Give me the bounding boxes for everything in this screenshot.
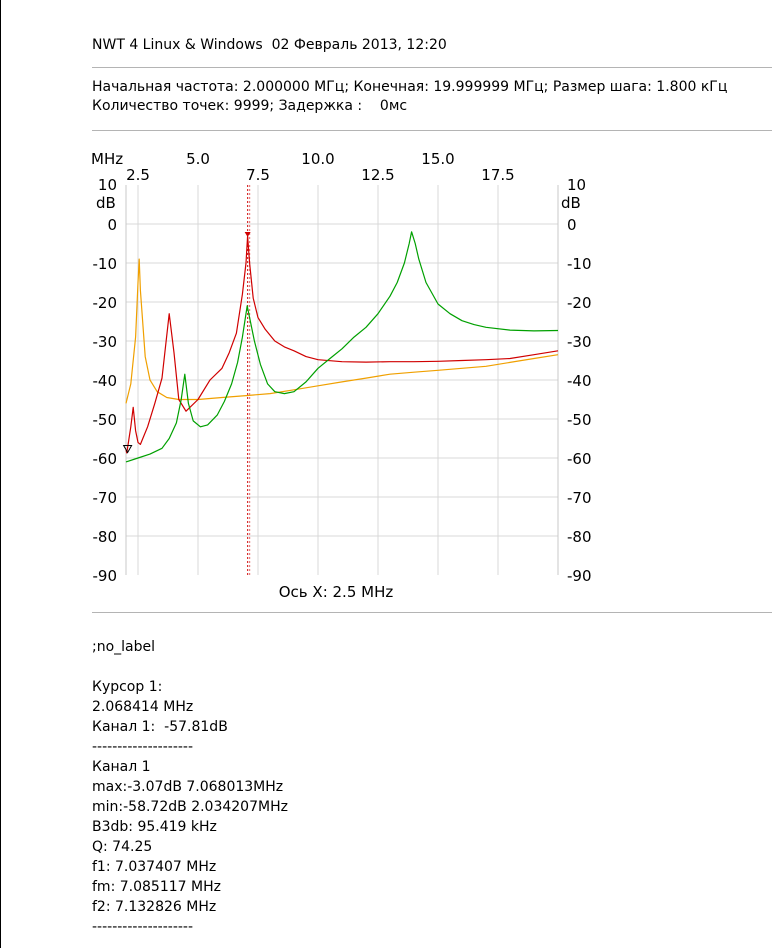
series-line-1 <box>125 258 559 404</box>
chart-series <box>122 231 559 463</box>
y-tick-label-left: -10 <box>93 255 118 273</box>
b3db-value: B3db: 95.419 kHz <box>92 819 217 835</box>
y-tick-label-left: 0 <box>107 216 117 234</box>
series-line-2 <box>125 235 559 454</box>
x-tick-label: 7.5 <box>246 166 270 184</box>
y-tick-label-right: -40 <box>567 372 592 390</box>
chart-grid <box>126 185 558 575</box>
window-left-border <box>0 0 1 948</box>
sweep-parameters-line: Начальная частота: 2.000000 МГц; Конечна… <box>92 79 728 95</box>
y-tick-label-right: -90 <box>567 567 592 585</box>
f1-value: f1: 7.037407 MHz <box>92 859 217 875</box>
y-tick-label-left: -50 <box>93 411 118 429</box>
measurement-info: ;no_label Курсор 1: 2.068414 MHz Канал 1… <box>92 637 288 937</box>
x-tick-label: 12.5 <box>361 166 394 184</box>
chart-axes: 10 10 0 0 -10 -10 -20 -20 -30 -30 -40 -40 -50 -50 -60 -… <box>93 150 592 585</box>
y-tick-label-left: -80 <box>93 528 118 546</box>
y-tick-label-right: -30 <box>567 333 592 351</box>
y-tick-label-left: -70 <box>93 489 118 507</box>
params-divider <box>92 130 772 131</box>
frequency-response-chart: 10 10 0 0 -10 -10 -20 -20 -30 -30 -40 -40 -50 -50 -60 -… <box>91 150 592 601</box>
separator: -------------------- <box>92 739 194 755</box>
points-delay-line: Количество точек: 9999; Задержка : 0мс <box>92 98 408 114</box>
y-tick-label-right: -10 <box>567 255 592 273</box>
y-tick-label-left: -20 <box>93 294 118 312</box>
trace-label: ;no_label <box>92 639 156 655</box>
y-tick-label-right: -50 <box>567 411 592 429</box>
x-tick-label-top: 10.0 <box>301 150 334 168</box>
cursor-channel-value: Канал 1: -57.81dB <box>92 719 228 735</box>
y-axis-unit-label-right: dB <box>561 194 581 212</box>
y-tick-label-left: -30 <box>93 333 118 351</box>
y-tick-label-right: -20 <box>567 294 592 312</box>
y-tick-label-right: -60 <box>567 450 592 468</box>
header-divider <box>92 67 772 68</box>
y-tick-label-right: -70 <box>567 489 592 507</box>
channel-title: Канал 1 <box>92 759 151 775</box>
y-tick-label-left: -40 <box>93 372 118 390</box>
y-tick-label-left: -90 <box>93 567 118 585</box>
series-line-3 <box>125 231 559 463</box>
x-axis-title: Ось X: 2.5 MHz <box>279 583 394 601</box>
y-tick-label-right: 10 <box>567 176 586 194</box>
cursor-title: Курсор 1: <box>92 679 163 695</box>
y-tick-label-right: 0 <box>567 216 577 234</box>
cursor-frequency: 2.068414 MHz <box>92 699 194 715</box>
x-tick-label: 2.5 <box>126 166 150 184</box>
chart-divider <box>92 612 772 613</box>
q-value: Q: 74.25 <box>92 839 153 855</box>
x-tick-label: 17.5 <box>481 166 514 184</box>
x-axis-unit-label: MHz <box>91 150 123 168</box>
peak-marker <box>244 231 251 237</box>
y-tick-label-left: 10 <box>98 176 117 194</box>
min-value: min:-58.72dB 2.034207MHz <box>92 799 288 815</box>
fm-value: fm: 7.085117 MHz <box>92 879 221 895</box>
page-title: NWT 4 Linux & Windows 02 Февраль 2013, 1… <box>92 37 447 53</box>
max-value: max:-3.07dB 7.068013MHz <box>92 779 284 795</box>
x-tick-label-top: 15.0 <box>421 150 454 168</box>
y-axis-unit-label-left: dB <box>96 194 116 212</box>
y-tick-label-left: -60 <box>93 450 118 468</box>
cursor-1-marker <box>122 444 133 454</box>
f2-value: f2: 7.132826 MHz <box>92 899 217 915</box>
separator: -------------------- <box>92 919 194 935</box>
x-tick-label-top: 5.0 <box>186 150 210 168</box>
y-tick-label-right: -80 <box>567 528 592 546</box>
